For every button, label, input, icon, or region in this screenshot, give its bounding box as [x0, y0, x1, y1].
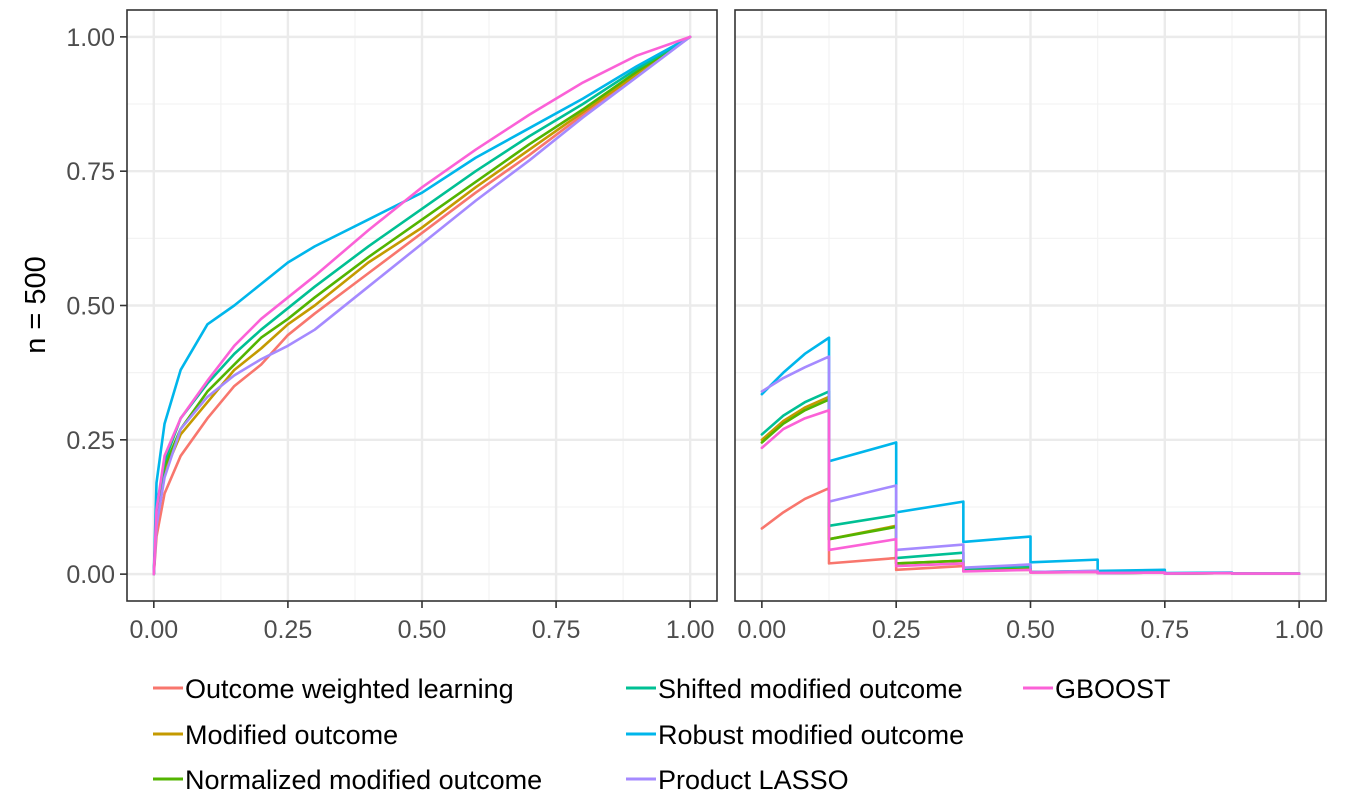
x-tick-label: 0.75 — [532, 616, 581, 644]
legend-label: Modified outcome — [185, 720, 398, 750]
panels: 0.00 0.25 0.50 0.75 1.00 0.00 0.25 0.50 0.75 1.00… — [66, 9, 1327, 644]
legend-label: GBOOST — [1055, 674, 1171, 704]
series-line-gboost — [760, 408, 1301, 575]
y-tick-label: 0.75 — [66, 158, 115, 186]
legend-item-modified-outcome: Modified outcome — [153, 720, 398, 750]
y-tick-label: 1.00 — [66, 24, 115, 52]
x-tick-label: 0.00 — [738, 616, 787, 644]
x-tick-label: 0.50 — [398, 616, 447, 644]
x-tick-label: 0.75 — [1140, 616, 1189, 644]
legend: Outcome weighted learning Modified outcom… — [153, 674, 1171, 795]
series-line-normalized-modified-outcome — [152, 35, 692, 576]
row-strip-label: n = 500 — [20, 256, 52, 354]
legend-label: Robust modified outcome — [658, 720, 964, 750]
legend-label: Normalized modified outcome — [185, 765, 542, 795]
series-line-outcome-weighted-learning — [152, 35, 692, 576]
panel-right: 0.00 0.25 0.50 0.75 1.00 — [734, 9, 1327, 644]
legend-item-robust-modified-outcome: Robust modified outcome — [626, 720, 964, 750]
x-tick-label: 0.25 — [872, 616, 921, 644]
legend-item-product-lasso: Product LASSO — [626, 765, 849, 795]
y-tick-label: 0.00 — [66, 561, 115, 589]
series-line-product-lasso — [152, 35, 692, 576]
legend-item-shifted-modified-outcome: Shifted modified outcome — [626, 674, 963, 704]
y-tick-label: 0.25 — [66, 427, 115, 455]
series-line-robust-modified-outcome — [152, 35, 692, 576]
legend-label: Outcome weighted learning — [185, 674, 514, 704]
x-tick-label: 0.50 — [1006, 616, 1055, 644]
legend-label: Product LASSO — [658, 765, 849, 795]
x-tick-label: 1.00 — [1275, 616, 1324, 644]
x-tick-label: 0.00 — [129, 616, 178, 644]
legend-item-normalized-modified-outcome: Normalized modified outcome — [153, 765, 542, 795]
series-line-gboost — [152, 35, 692, 576]
x-tick-label: 0.25 — [264, 616, 313, 644]
legend-label: Shifted modified outcome — [658, 674, 963, 704]
legend-item-outcome-weighted-learning: Outcome weighted learning — [153, 674, 514, 704]
x-tick-label: 1.00 — [666, 616, 715, 644]
legend-item-gboost: GBOOST — [1023, 674, 1171, 704]
y-tick-label: 0.50 — [66, 293, 115, 321]
panel-left: 0.00 0.25 0.50 0.75 1.00 0.00 0.25 0.50 0.75 1.00 — [66, 9, 718, 644]
